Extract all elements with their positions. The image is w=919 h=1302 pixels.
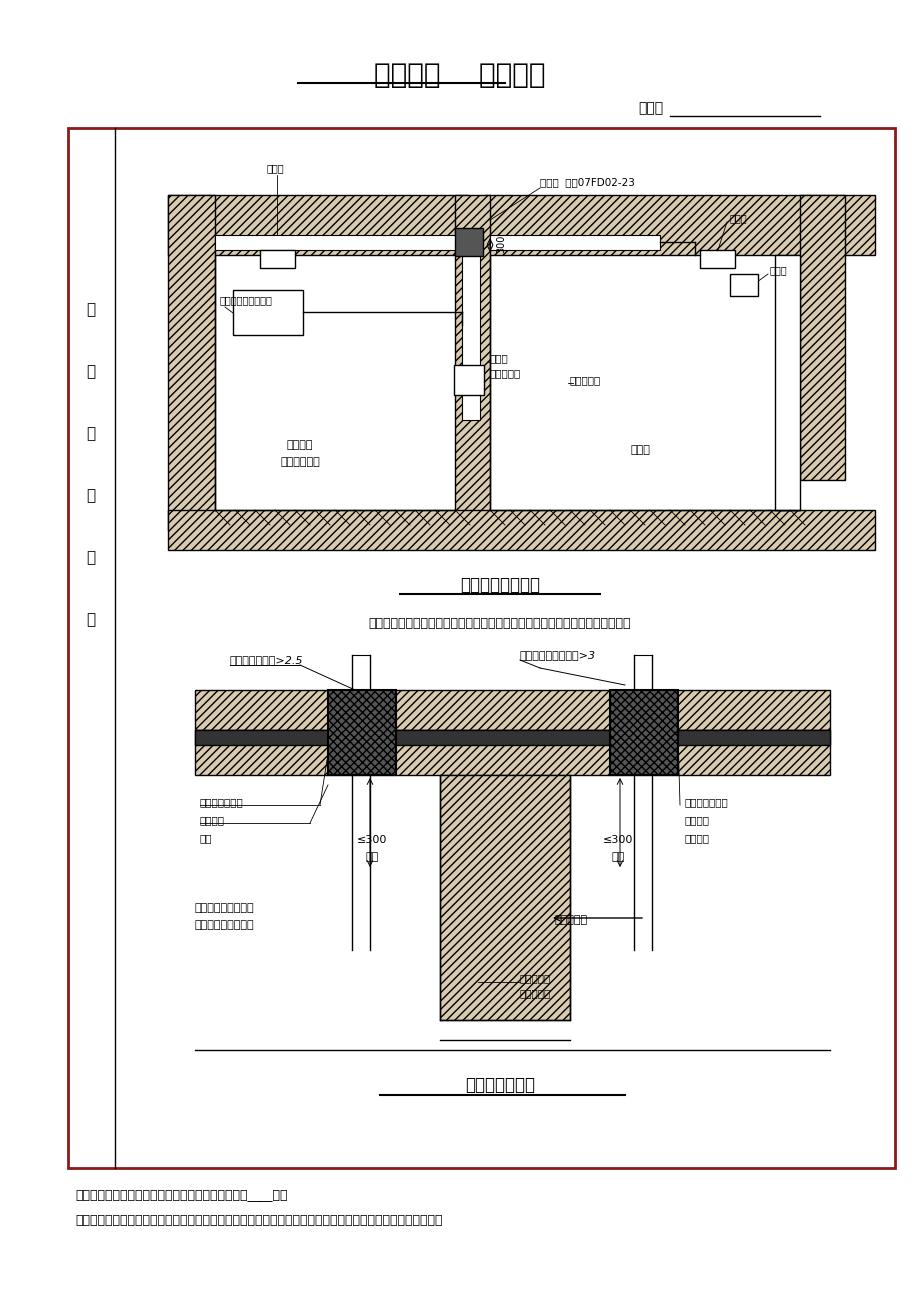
Text: 填密封材料: 填密封材料: [490, 368, 521, 378]
Bar: [328, 690, 395, 775]
Bar: [699, 250, 734, 268]
Text: 编号：: 编号：: [637, 102, 663, 115]
Bar: [260, 250, 295, 268]
Text: 接线盒: 接线盒: [490, 353, 508, 363]
Text: 顶板照明暗管敷设: 顶板照明暗管敷设: [460, 575, 539, 594]
Text: 密闭填料: 密闭填料: [685, 815, 709, 825]
Text: 外侧: 外侧: [611, 852, 624, 862]
Text: 本表用于特殊重要部位、作业内容的技术交底，一式____份；: 本表用于特殊重要部位、作业内容的技术交底，一式____份；: [75, 1189, 288, 1202]
Text: 防护密闭门: 防护密闭门: [519, 973, 550, 983]
Text: 防护密闭接线盒: 防护密闭接线盒: [199, 797, 244, 807]
Bar: [195, 730, 829, 775]
Text: 300: 300: [495, 234, 505, 253]
Bar: [455, 195, 490, 530]
Bar: [439, 775, 570, 1019]
Text: 密闭填料: 密闭填料: [199, 815, 225, 825]
Text: 冲击波方向: 冲击波方向: [554, 915, 587, 924]
Text: 防护密闭做法二: 防护密闭做法二: [464, 1075, 535, 1094]
Bar: [168, 510, 874, 549]
Text: ≤300: ≤300: [602, 835, 632, 845]
Text: 熔断器或微型断路器: 熔断器或微型断路器: [220, 296, 273, 305]
Bar: [484, 195, 874, 255]
Bar: [233, 290, 302, 335]
Text: 灯头盒: 灯头盒: [729, 214, 747, 223]
Bar: [168, 195, 468, 255]
Text: 术: 术: [86, 365, 96, 379]
Text: 密闭隔墙、密闭隔墙: 密闭隔墙、密闭隔墙: [195, 921, 255, 930]
Text: 或密闭封堵: 或密闭封堵: [519, 988, 550, 999]
Text: 密闭肋  详见07FD02-23: 密闭肋 详见07FD02-23: [539, 177, 634, 187]
Bar: [609, 690, 677, 775]
Text: 防护密闭接线盒: 防护密闭接线盒: [685, 797, 728, 807]
Text: 防护盖板: 防护盖板: [685, 833, 709, 842]
Bar: [195, 690, 829, 730]
Bar: [168, 195, 215, 530]
Text: 由技术部编制，项目总工审核，项目工程部、质检部、安全部、合约部、施工班组各留一份，技术部存底一份。: 由技术部编制，项目总工审核，项目工程部、质检部、安全部、合约部、施工班组各留一份…: [75, 1213, 442, 1226]
Text: 防毒通道: 防毒通道: [287, 440, 312, 450]
Text: ≤300: ≤300: [357, 835, 387, 845]
Text: 内: 内: [86, 551, 96, 565]
Text: 电气配管    技术交底: 电气配管 技术交底: [374, 61, 545, 89]
Text: 底: 底: [86, 488, 96, 504]
Text: 防护密闭门: 防护密闭门: [570, 375, 601, 385]
Text: 技: 技: [86, 302, 96, 318]
Bar: [800, 195, 844, 480]
Bar: [729, 273, 757, 296]
Text: 出线盒: 出线盒: [769, 266, 787, 275]
Text: 灯头盒: 灯头盒: [266, 163, 283, 173]
Bar: [490, 234, 659, 250]
Text: 如果照明回路是由人防电源单独供电，则不需要在防护门内侧做短路保护装置。: 如果照明回路是由人防电源单独供电，则不需要在防护门内侧做短路保护装置。: [369, 617, 630, 630]
Text: 热镀锌钢管壁厚>2.5: 热镀锌钢管壁厚>2.5: [230, 655, 303, 665]
Text: 交: 交: [86, 427, 96, 441]
Bar: [215, 234, 460, 250]
Bar: [195, 730, 829, 745]
Text: 染毒区: 染毒区: [630, 445, 649, 454]
Bar: [455, 228, 482, 256]
Bar: [453, 365, 483, 395]
Text: 密闭肋热镀锌钢板厚>3: 密闭肋热镀锌钢板厚>3: [519, 650, 596, 660]
Text: 盖板: 盖板: [199, 833, 212, 842]
Bar: [461, 240, 480, 421]
Text: （密闭通道）: （密闭通道）: [279, 457, 320, 467]
Bar: [774, 255, 800, 510]
Text: 内侧: 内侧: [365, 852, 379, 862]
Text: 容: 容: [86, 612, 96, 628]
Text: 外墙、临空墙、防护: 外墙、临空墙、防护: [195, 904, 255, 913]
Bar: [68, 128, 894, 1168]
